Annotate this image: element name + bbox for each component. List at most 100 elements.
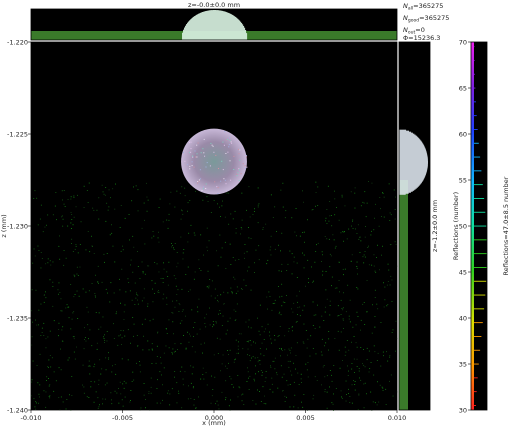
scatter-point: [175, 278, 177, 280]
scatter-point: [52, 305, 54, 307]
scatter-point: [91, 345, 93, 347]
scatter-point: [176, 402, 178, 404]
panel-frame: [398, 41, 431, 411]
beam-spot-point: [229, 139, 231, 141]
scatter-point: [352, 219, 354, 221]
beam-spot-point: [199, 178, 201, 180]
colorbar-histogram-bar: [474, 280, 487, 282]
beam-spot-point: [238, 180, 240, 182]
scatter-point: [184, 187, 186, 189]
scatter-point: [169, 404, 171, 406]
beam-spot-point: [194, 150, 196, 152]
scatter-point: [171, 388, 173, 390]
right-histogram-bar: [399, 193, 406, 195]
top-histogram-bar: [206, 10, 208, 40]
scatter-point: [336, 287, 338, 289]
scatter-point: [325, 342, 327, 344]
scatter-point: [329, 201, 331, 202]
scatter-point: [31, 344, 33, 346]
scatter-point: [179, 192, 181, 194]
top-histogram-bar: [188, 21, 190, 40]
scatter-point: [183, 335, 184, 336]
scatter-point: [284, 395, 286, 397]
scatter-point: [237, 345, 239, 347]
scatter-point: [33, 398, 35, 400]
right-histogram-bar: [399, 169, 428, 171]
scatter-point: [181, 366, 183, 368]
top-histogram-bar: [216, 10, 218, 40]
scatter-point: [118, 335, 120, 337]
scatter-point: [60, 348, 61, 350]
scatter-point: [100, 326, 102, 328]
scatter-point: [130, 259, 132, 261]
right-histogram-bar: [399, 149, 426, 151]
scatter-point: [104, 342, 105, 343]
scatter-point: [246, 209, 247, 211]
scatter-point: [50, 264, 52, 266]
scatter-point: [33, 198, 35, 199]
scatter-point: [259, 360, 261, 361]
scatter-point: [300, 373, 302, 375]
scatter-point: [151, 237, 153, 239]
scatter-point: [259, 334, 261, 336]
scatter-point: [342, 268, 344, 270]
top-histogram-bar: [194, 16, 196, 40]
scatter-point: [98, 312, 100, 314]
scatter-point: [325, 289, 327, 291]
scatter-point: [383, 216, 385, 218]
scatter-point: [260, 401, 262, 402]
scatter-point: [159, 198, 161, 200]
scatter-point: [162, 221, 164, 223]
beam-spot-point: [190, 151, 192, 153]
scatter-point: [291, 374, 293, 376]
scatter-point: [105, 220, 107, 222]
scatter-point: [93, 209, 95, 211]
scatter-point: [174, 306, 176, 308]
scatter-point: [40, 267, 42, 269]
scatter-point: [296, 277, 298, 278]
top-histogram-bar: [205, 11, 207, 40]
scatter-point: [197, 306, 198, 308]
scatter-point: [328, 338, 330, 340]
scatter-point: [95, 274, 96, 276]
scatter-point: [174, 371, 176, 372]
scatter-point: [363, 364, 365, 366]
scatter-point: [148, 265, 150, 267]
scatter-point: [267, 259, 269, 261]
beam-spot-point: [229, 160, 231, 162]
top-histogram-bar: [193, 16, 195, 40]
scatter-point: [31, 289, 33, 291]
scatter-point: [206, 313, 207, 315]
scatter-point: [63, 264, 65, 266]
scatter-point: [33, 248, 35, 250]
scatter-point: [68, 317, 70, 319]
scatter-point: [389, 380, 390, 382]
scatter-point: [147, 303, 149, 305]
scatter-point: [389, 284, 391, 286]
top-histogram-bar: [186, 24, 188, 40]
scatter-point: [173, 275, 175, 277]
scatter-point: [263, 331, 265, 333]
beam-spot-point: [196, 153, 198, 155]
beam-spot-point: [205, 166, 207, 168]
scatter-point: [234, 210, 236, 212]
colorbar-histogram-bar: [474, 60, 475, 61]
colorbar-histogram-bar: [474, 336, 482, 337]
scatter-point: [356, 287, 358, 288]
scatter-point: [97, 282, 99, 283]
scatter-point: [387, 304, 389, 305]
scatter-point: [53, 320, 55, 322]
scatter-point: [298, 384, 300, 385]
scatter-point: [243, 279, 245, 281]
scatter-point: [133, 323, 135, 325]
scatter-point: [374, 316, 376, 317]
scatter-point: [254, 262, 255, 264]
scatter-point: [238, 333, 240, 335]
scatter-point: [217, 295, 219, 297]
scatter-point: [152, 288, 153, 290]
scatter-point: [324, 236, 326, 237]
right-histogram-bar: [399, 158, 428, 160]
scatter-point: [121, 344, 122, 345]
scatter-point: [354, 192, 356, 194]
